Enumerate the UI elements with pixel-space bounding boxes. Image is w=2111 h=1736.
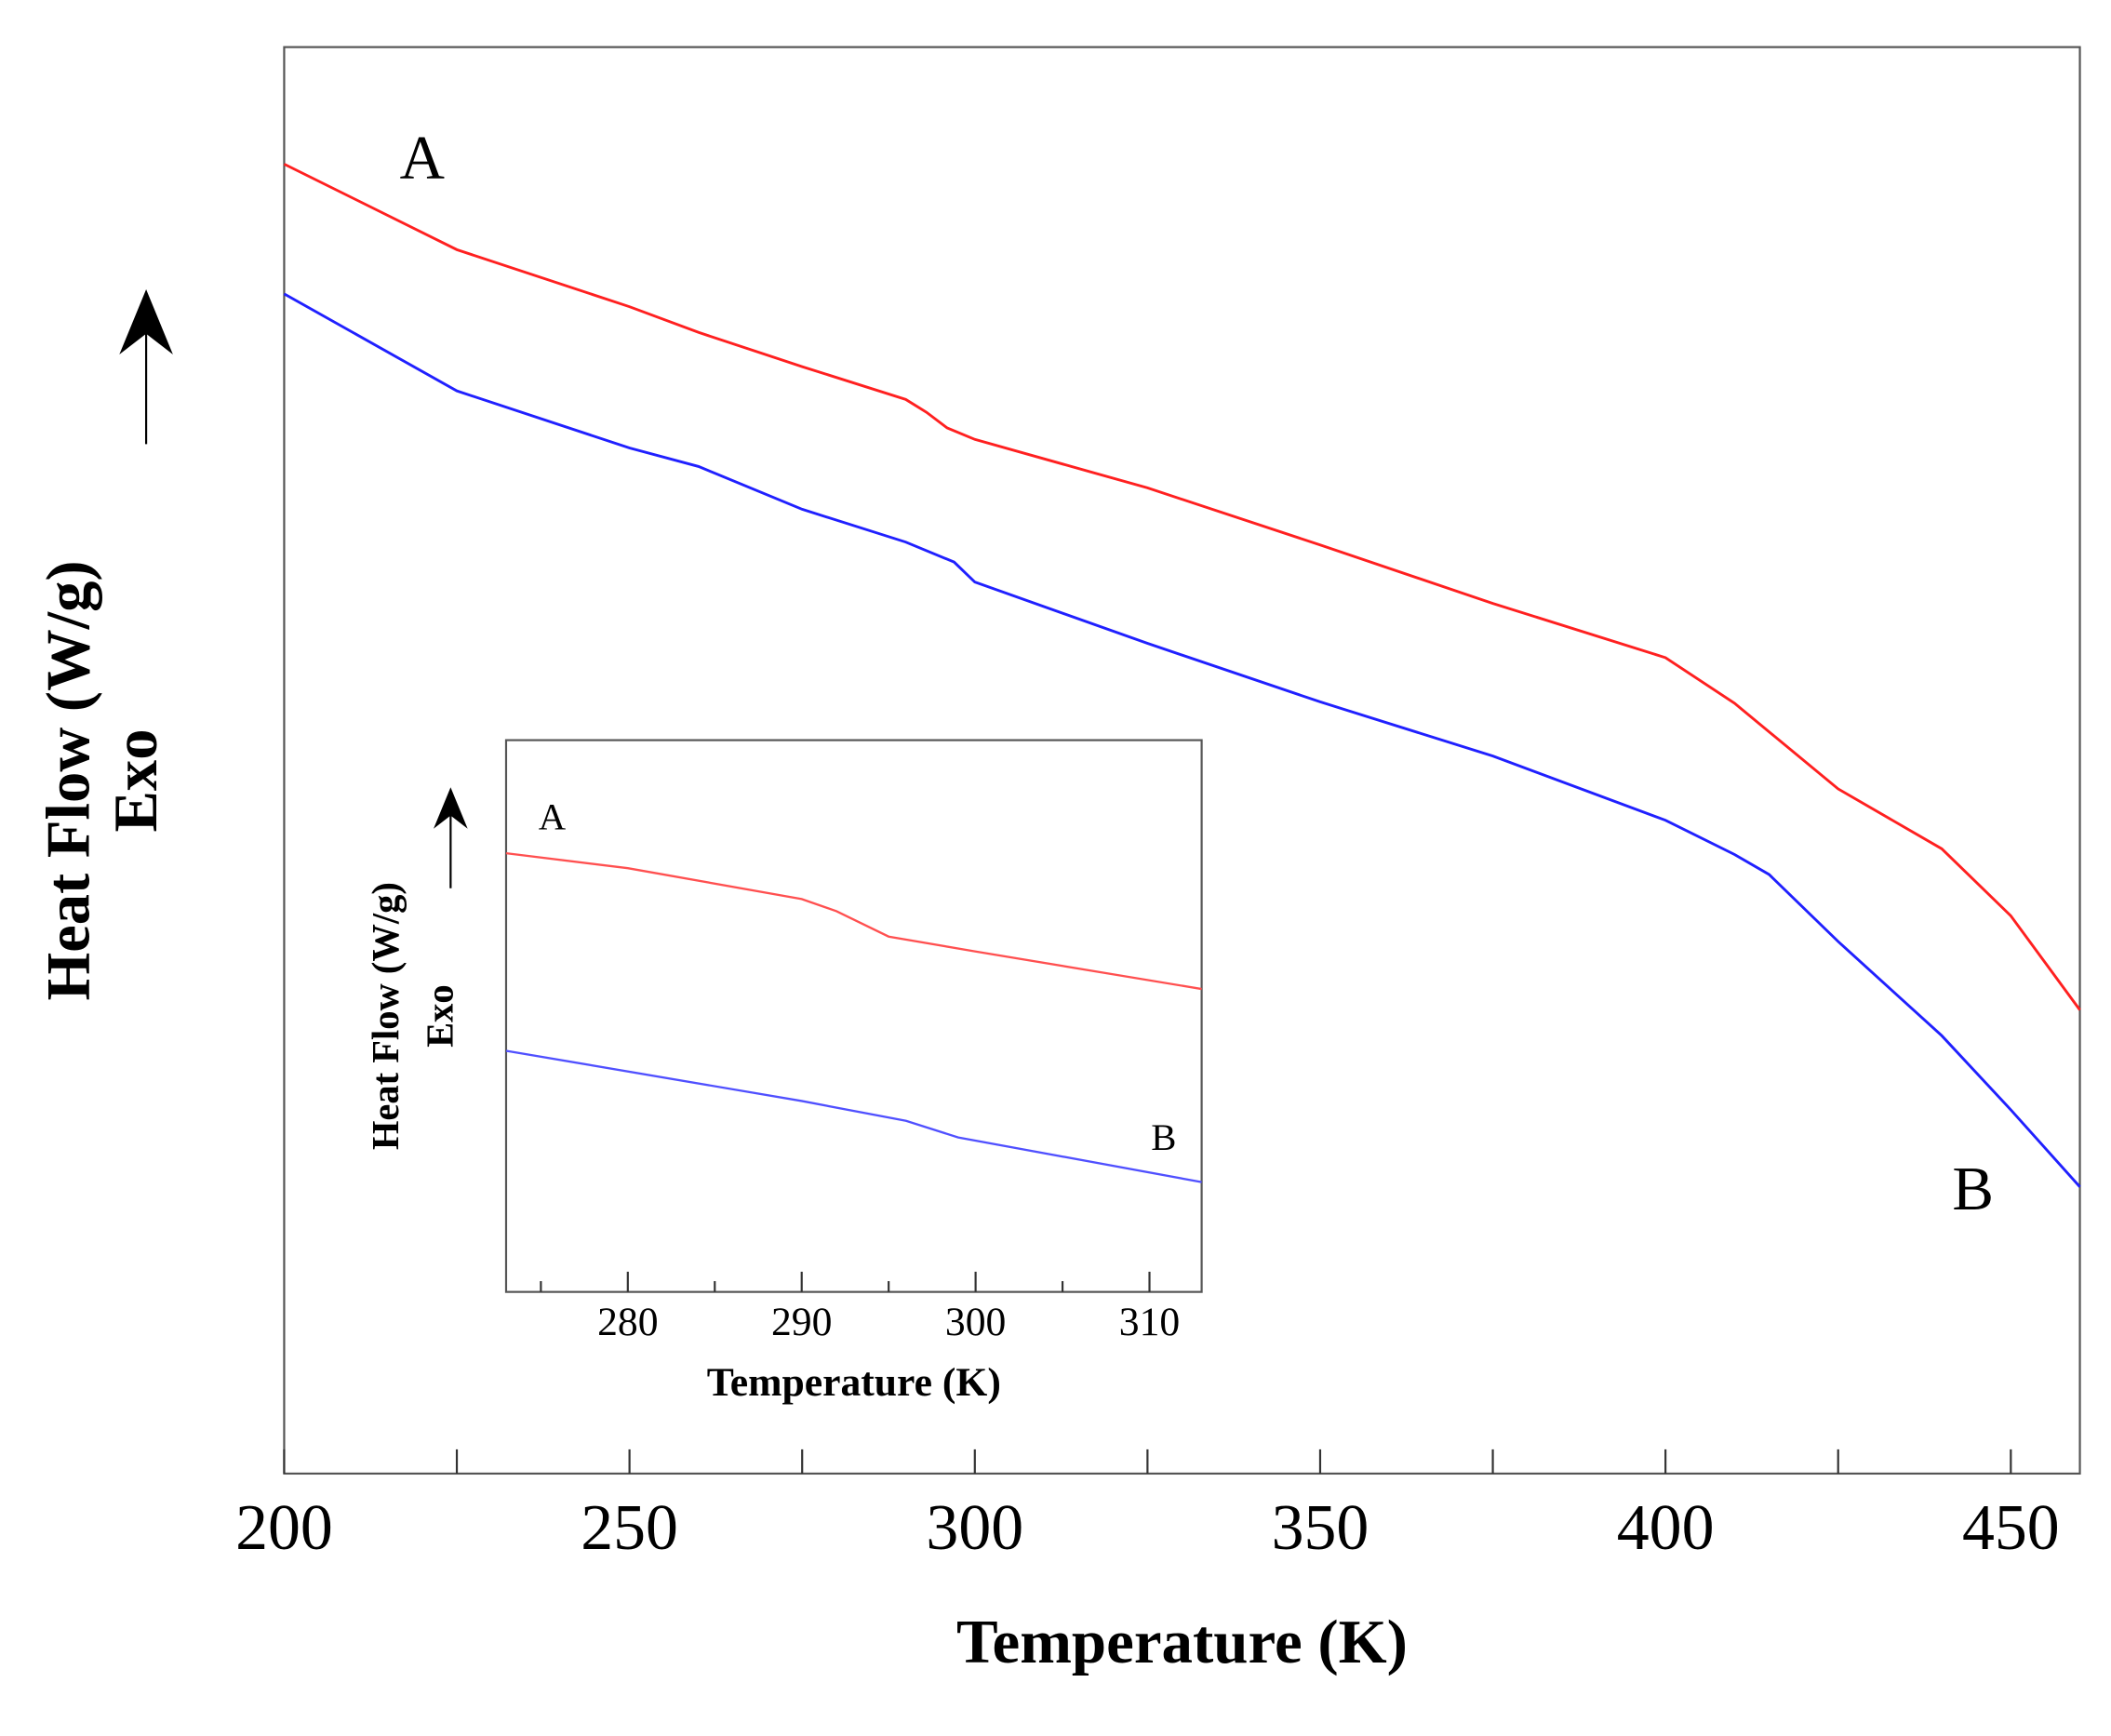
exo-arrow-head (119, 289, 173, 355)
y-axis-label: Exo (102, 729, 170, 833)
line-series (505, 852, 1202, 991)
x-tick-label: 280 (597, 1300, 658, 1344)
x-tick-label: 300 (945, 1300, 1006, 1344)
x-axis-label: Temperature (K) (956, 1609, 1408, 1676)
x-axis-label: Temperature (K) (707, 1360, 1001, 1405)
x-tick-label: 350 (1272, 1492, 1369, 1564)
x-tick-label: 290 (771, 1300, 832, 1344)
x-tick-label: 400 (1617, 1492, 1715, 1564)
line-series (283, 292, 2081, 1188)
curve-label: B (1952, 1155, 1994, 1223)
plot-frame (504, 739, 1203, 1293)
curve-label: A (539, 796, 567, 838)
y-axis-label: Heat Flow (W/g) (365, 882, 407, 1150)
exo-arrow-head (434, 787, 468, 829)
y-axis-label: Heat Flow (W/g) (34, 560, 102, 1000)
y-axis-label: Exo (419, 984, 461, 1048)
line-series (283, 163, 2081, 1011)
x-tick-label: 250 (581, 1492, 678, 1564)
x-tick-label: 300 (926, 1492, 1023, 1564)
x-tick-label: 310 (1119, 1300, 1180, 1344)
line-series (505, 1049, 1202, 1183)
x-tick-label: 200 (235, 1492, 333, 1564)
x-tick-label: 450 (1962, 1492, 2060, 1564)
curve-label: B (1151, 1116, 1176, 1158)
curve-label: A (400, 125, 445, 193)
